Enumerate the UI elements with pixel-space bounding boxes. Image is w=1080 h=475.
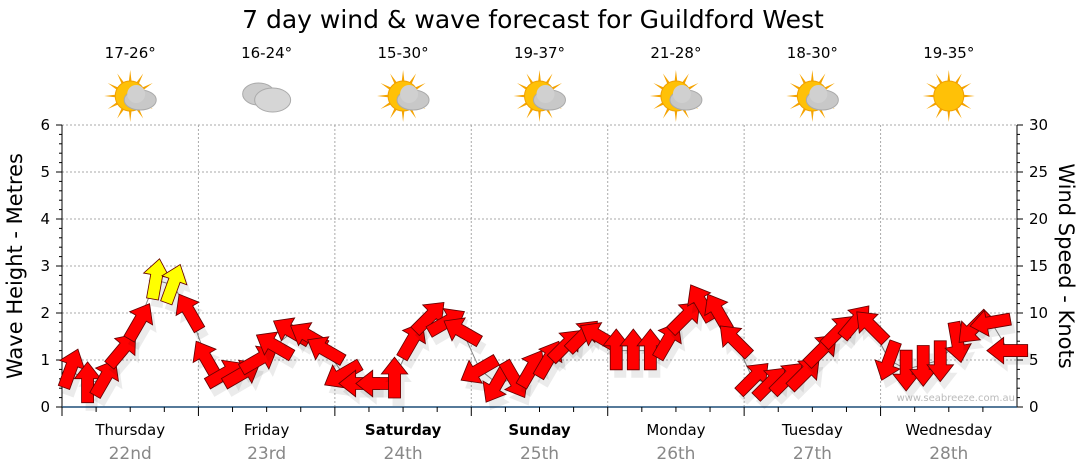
sun-ray xyxy=(377,94,391,98)
wind-arrow xyxy=(380,356,409,399)
day-label: Friday xyxy=(244,421,290,439)
day-label: Wednesday xyxy=(905,421,992,439)
sun-ray xyxy=(649,94,664,98)
temperature-range: 18-30° xyxy=(787,44,838,62)
sun-ray xyxy=(786,94,800,98)
wind-arrow xyxy=(255,331,296,362)
day-label: Saturday xyxy=(365,421,442,439)
y2-tick-label: 10 xyxy=(1029,304,1048,322)
sun-cloud-icon xyxy=(104,70,157,122)
sun-ray xyxy=(961,94,975,98)
y2-tick-label: 30 xyxy=(1029,116,1048,134)
sun-ray xyxy=(810,108,814,122)
wind-arrow xyxy=(443,317,483,348)
cloud xyxy=(809,85,828,103)
sun-ray xyxy=(947,70,951,84)
watermark: www.seabreeze.com.au xyxy=(897,393,1015,404)
chart-title: 7 day wind & wave forecast for Guildford… xyxy=(242,5,824,34)
y-tick-label: 3 xyxy=(40,257,50,275)
cloud-icon xyxy=(242,82,292,113)
date-label: 25th xyxy=(520,444,559,464)
date-label: 24th xyxy=(384,444,423,464)
y2-tick-label: 0 xyxy=(1029,398,1039,416)
sun-ray xyxy=(401,70,405,84)
wind-arrow xyxy=(986,336,1029,365)
wind-arrow xyxy=(175,293,206,334)
sun-cloud-icon xyxy=(513,70,566,122)
day-label: Thursday xyxy=(94,421,165,439)
y-tick-label: 2 xyxy=(40,304,50,322)
wind-arrow xyxy=(856,311,891,346)
date-label: 23rd xyxy=(247,444,286,464)
wind-arrow xyxy=(460,354,501,384)
wind-arrow xyxy=(874,339,902,381)
wind-arrow xyxy=(160,263,188,306)
date-label: 22nd xyxy=(109,444,152,464)
y2-tick-label: 20 xyxy=(1029,210,1048,228)
wind-arrow xyxy=(687,284,717,324)
date-label: 26th xyxy=(656,444,695,464)
sun-icon xyxy=(922,70,975,122)
sun-ray xyxy=(922,94,936,98)
y-tick-label: 0 xyxy=(40,398,50,416)
wind-arrow xyxy=(237,345,278,376)
cloud xyxy=(400,85,419,103)
day-label: Sunday xyxy=(508,421,571,439)
cloud xyxy=(672,85,691,103)
cloud xyxy=(536,85,555,103)
y2-tick-label: 25 xyxy=(1029,163,1048,181)
sun-ray xyxy=(674,70,678,84)
sun-ray xyxy=(947,108,951,122)
sun-ray xyxy=(810,70,814,84)
day-label: Tuesday xyxy=(781,421,843,439)
y2-tick-label: 5 xyxy=(1029,351,1039,369)
wind-arrow xyxy=(719,325,755,360)
cloud xyxy=(254,87,292,113)
wind-arrow xyxy=(307,336,347,366)
wind-arrow xyxy=(926,340,955,383)
wind-arrow xyxy=(89,359,120,400)
date-label: 28th xyxy=(929,444,968,464)
y-tick-label: 4 xyxy=(40,210,50,228)
sun-ray xyxy=(513,94,527,98)
sun-cloud-icon xyxy=(377,70,430,122)
wind-arrow xyxy=(104,333,137,370)
temperature-range: 21-28° xyxy=(650,44,701,62)
sun-cloud-icon xyxy=(649,70,703,122)
sun-cloud-icon xyxy=(786,70,839,122)
y-tick-label: 1 xyxy=(40,351,50,369)
sun-ray xyxy=(537,70,542,84)
y-tick-label: 6 xyxy=(40,116,50,134)
wind-arrow xyxy=(944,320,972,364)
wind-arrow xyxy=(123,303,154,343)
y-axis-label: Wave Height - Metres xyxy=(3,153,27,379)
sun-ray xyxy=(674,108,678,122)
temperature-range: 19-37° xyxy=(514,44,565,62)
date-label: 27th xyxy=(793,444,832,464)
temperature-range: 19-35° xyxy=(923,44,974,62)
sun-ray xyxy=(537,108,542,122)
sun-ray xyxy=(401,108,405,122)
wind-arrow xyxy=(666,301,701,337)
wind-arrow xyxy=(969,309,1012,338)
temperature-range: 17-26° xyxy=(105,44,156,62)
temperature-range: 16-24° xyxy=(241,44,292,62)
y2-tick-label: 15 xyxy=(1029,257,1048,275)
y2-axis-label: Wind Speed - Knots xyxy=(1054,163,1078,368)
sun-ray xyxy=(128,70,132,84)
sun-ray xyxy=(128,108,132,122)
wind-arrow-shadow xyxy=(465,362,504,392)
sun xyxy=(933,80,965,112)
y-tick-label: 5 xyxy=(40,163,50,181)
day-label: Monday xyxy=(646,421,705,439)
cloud xyxy=(127,85,146,103)
sun-ray xyxy=(104,94,118,98)
temperature-range: 15-30° xyxy=(378,44,429,62)
